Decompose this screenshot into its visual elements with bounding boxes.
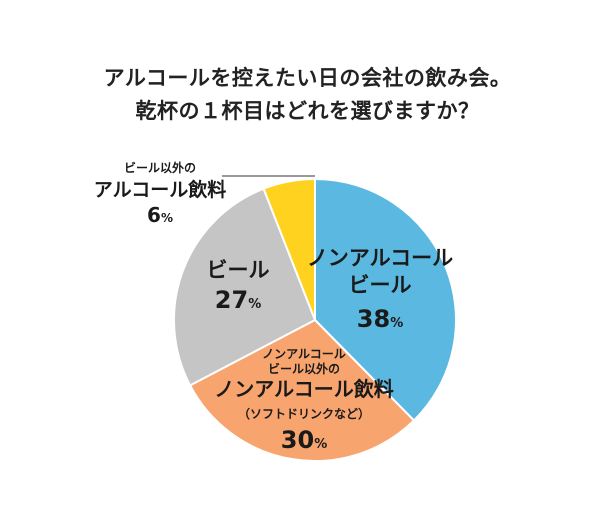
pie-slice-alc-other xyxy=(262,177,316,321)
label-alc-other-small: ビール以外の xyxy=(124,160,196,175)
pct-nonal-beer-symbol: % xyxy=(390,316,403,331)
pie-slice-nonal-beer xyxy=(314,177,457,422)
pct-alc-other-value: 6 xyxy=(147,203,161,227)
label-nonal-other-percent: 30% xyxy=(281,426,327,454)
pct-nonal-other-value: 30 xyxy=(281,426,314,454)
pct-nonal-beer-value: 38 xyxy=(357,305,390,333)
pct-nonal-other-symbol: % xyxy=(314,437,327,452)
pct-beer-value: 27 xyxy=(215,286,248,314)
label-beer-percent: 27% xyxy=(215,286,261,314)
pie-slice-beer xyxy=(173,187,317,387)
label-nonal-other-sub: （ソフトドリンクなど） xyxy=(238,406,370,421)
label-nonal-beer-line-2: ビール xyxy=(349,273,412,297)
chart-title-line-1: アルコールを控えたい日の会社の飲み会。 xyxy=(103,66,512,90)
label-nonal-beer-percent: 38% xyxy=(357,305,403,333)
label-alc-other-main: アルコール飲料 xyxy=(94,178,226,201)
label-nonal-other-main: ノンアルコール飲料 xyxy=(214,377,393,401)
pie-slice-nonal-other xyxy=(188,318,416,462)
label-alc-other-percent: 6% xyxy=(147,203,173,227)
label-beer-line-1: ビール xyxy=(207,258,270,282)
pct-beer-symbol: % xyxy=(248,297,261,312)
pct-alc-other-symbol: % xyxy=(161,211,173,225)
label-nonal-beer-line-1: ノンアルコール xyxy=(307,246,453,270)
chart-title-line-2: 乾杯の１杯目はどれを選びますか？ xyxy=(135,99,480,123)
label-nonal-other-small-1: ノンアルコール xyxy=(262,347,346,361)
label-nonal-other-small-2: ビール以外の xyxy=(268,361,340,376)
